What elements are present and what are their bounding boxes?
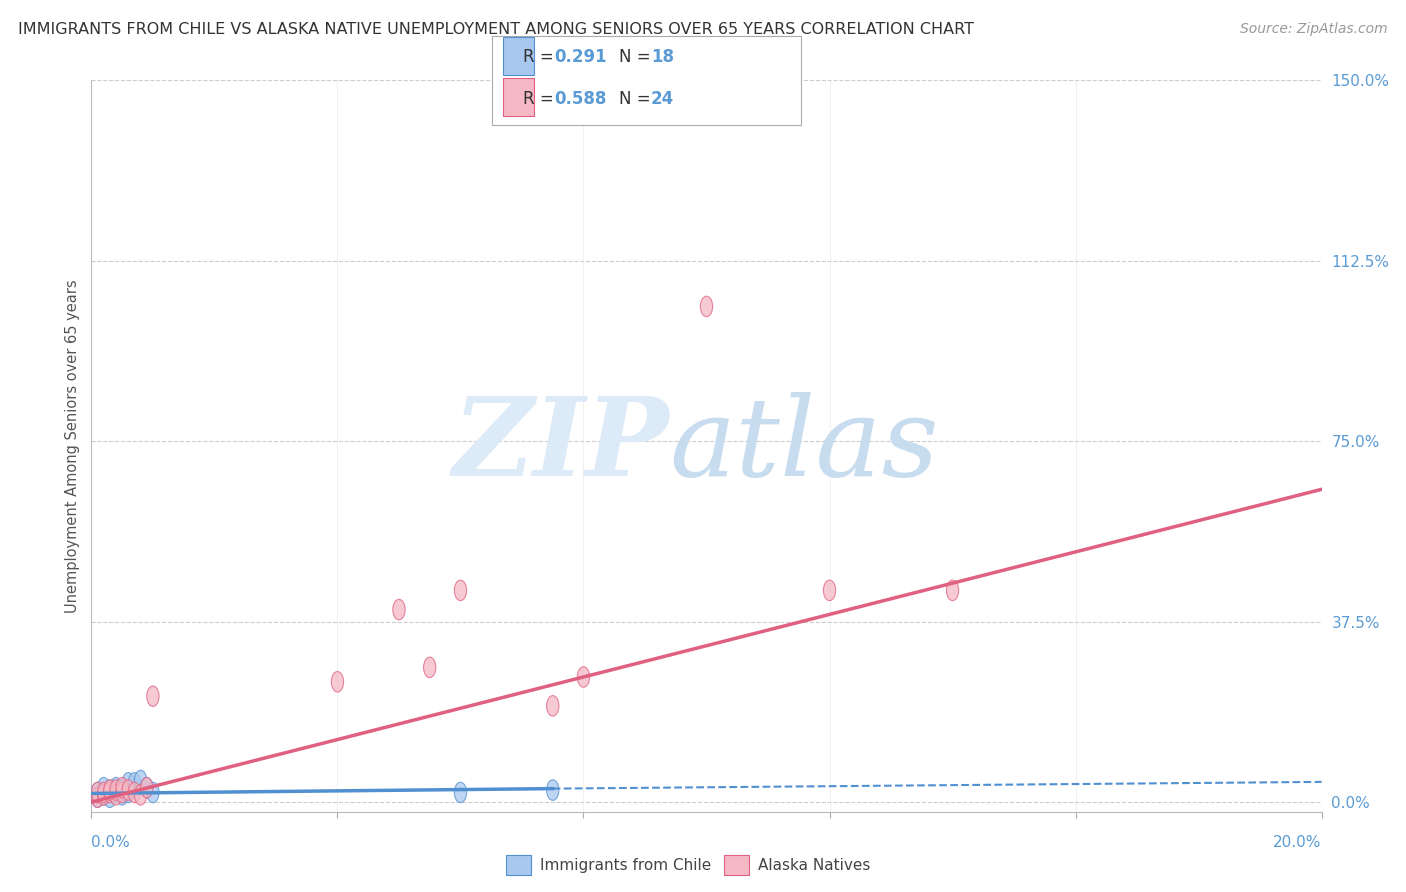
Ellipse shape — [454, 782, 467, 803]
Ellipse shape — [423, 657, 436, 678]
Ellipse shape — [97, 778, 110, 798]
Ellipse shape — [104, 782, 115, 803]
Text: IMMIGRANTS FROM CHILE VS ALASKA NATIVE UNEMPLOYMENT AMONG SENIORS OVER 65 YEARS : IMMIGRANTS FROM CHILE VS ALASKA NATIVE U… — [18, 22, 974, 37]
Ellipse shape — [128, 782, 141, 803]
Ellipse shape — [946, 580, 959, 600]
Ellipse shape — [91, 782, 104, 803]
Ellipse shape — [547, 696, 558, 716]
Ellipse shape — [97, 785, 110, 805]
Ellipse shape — [122, 782, 135, 803]
Ellipse shape — [115, 782, 128, 803]
Y-axis label: Unemployment Among Seniors over 65 years: Unemployment Among Seniors over 65 years — [65, 279, 80, 613]
Text: R =: R = — [523, 48, 560, 66]
Ellipse shape — [110, 778, 122, 798]
Ellipse shape — [128, 772, 141, 793]
Ellipse shape — [91, 787, 104, 807]
Text: atlas: atlas — [669, 392, 939, 500]
Text: N =: N = — [619, 48, 655, 66]
Ellipse shape — [332, 672, 343, 692]
Text: 0.291: 0.291 — [554, 48, 606, 66]
Ellipse shape — [141, 778, 153, 798]
Ellipse shape — [392, 599, 405, 620]
Ellipse shape — [91, 787, 104, 807]
Text: R =: R = — [523, 90, 560, 108]
Ellipse shape — [97, 785, 110, 805]
Ellipse shape — [110, 782, 122, 803]
Ellipse shape — [454, 580, 467, 600]
Ellipse shape — [578, 666, 589, 687]
Ellipse shape — [135, 785, 146, 805]
Text: 20.0%: 20.0% — [1274, 836, 1322, 850]
Text: 0.0%: 0.0% — [91, 836, 131, 850]
Ellipse shape — [110, 785, 122, 805]
Text: 0.588: 0.588 — [554, 90, 606, 108]
Ellipse shape — [115, 780, 128, 800]
Ellipse shape — [91, 782, 104, 803]
Text: 24: 24 — [651, 90, 675, 108]
Ellipse shape — [110, 780, 122, 800]
Ellipse shape — [146, 686, 159, 706]
Text: N =: N = — [619, 90, 655, 108]
Ellipse shape — [700, 296, 713, 317]
Ellipse shape — [141, 778, 153, 798]
Text: 18: 18 — [651, 48, 673, 66]
Text: ZIP: ZIP — [453, 392, 669, 500]
Ellipse shape — [104, 787, 115, 807]
Ellipse shape — [97, 782, 110, 803]
Ellipse shape — [104, 780, 115, 800]
Ellipse shape — [104, 780, 115, 800]
Text: Immigrants from Chile: Immigrants from Chile — [540, 858, 711, 872]
Ellipse shape — [135, 770, 146, 790]
Ellipse shape — [115, 778, 128, 798]
Text: Source: ZipAtlas.com: Source: ZipAtlas.com — [1240, 22, 1388, 37]
Ellipse shape — [146, 782, 159, 803]
Ellipse shape — [547, 780, 558, 800]
Text: Alaska Natives: Alaska Natives — [758, 858, 870, 872]
Ellipse shape — [115, 785, 128, 805]
Ellipse shape — [122, 780, 135, 800]
Ellipse shape — [122, 772, 135, 793]
Ellipse shape — [824, 580, 835, 600]
